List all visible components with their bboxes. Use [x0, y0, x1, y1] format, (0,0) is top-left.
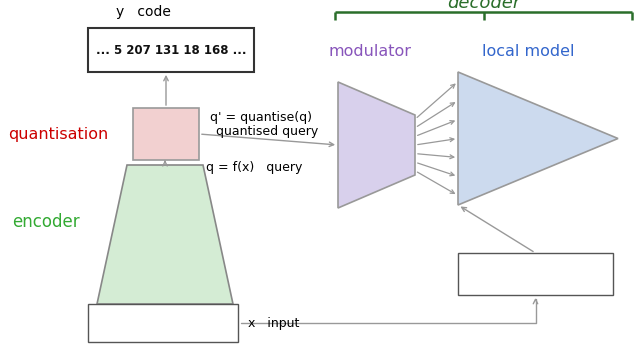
Text: ...: ...	[156, 44, 171, 57]
Text: x   input: x input	[248, 316, 299, 329]
Polygon shape	[97, 165, 233, 304]
Polygon shape	[458, 72, 618, 205]
Text: modulator: modulator	[329, 45, 412, 59]
Bar	[133, 108, 199, 160]
Polygon shape	[338, 82, 415, 208]
Text: quantisation: quantisation	[8, 126, 108, 141]
Text: quantised query: quantised query	[216, 126, 318, 139]
Text: local model: local model	[482, 45, 574, 59]
Bar	[458, 253, 613, 295]
Text: decoder: decoder	[447, 0, 520, 12]
Text: y   code: y code	[116, 5, 171, 19]
Bar	[88, 28, 254, 72]
Text: encoder: encoder	[12, 213, 80, 231]
Text: q = f(x)   query: q = f(x) query	[206, 162, 302, 175]
Text: ... 5 207 131 18 168 ...: ... 5 207 131 18 168 ...	[96, 44, 246, 57]
Text: q' = quantise(q): q' = quantise(q)	[210, 111, 312, 123]
Bar	[88, 304, 238, 342]
